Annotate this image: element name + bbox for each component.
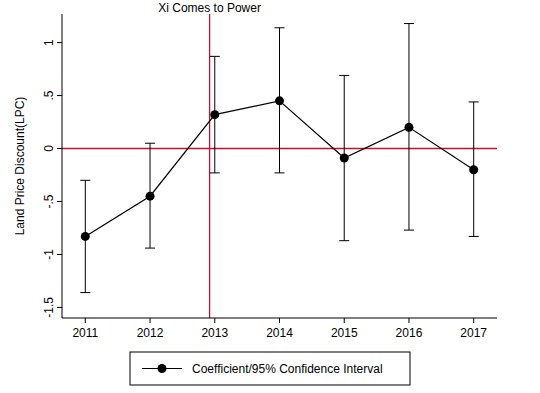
y-tick-label: -1.5 [42, 297, 56, 318]
error-bar [210, 56, 220, 173]
x-tick-label: 2011 [72, 326, 98, 340]
error-bar-cap [275, 172, 285, 173]
error-bar [80, 180, 90, 292]
plot-data [80, 24, 478, 293]
y-tick [57, 42, 62, 43]
x-tick-label: 2014 [266, 326, 293, 340]
x-tick-label: 2015 [331, 326, 358, 340]
point [210, 110, 219, 119]
y-tick [57, 201, 62, 202]
point [81, 232, 90, 241]
error-bar-cap [210, 56, 220, 57]
error-bar-cap [339, 240, 349, 241]
error-bar-cap [469, 236, 479, 237]
error-bar-cap [339, 75, 349, 76]
y-tick-label: .5 [42, 90, 56, 100]
x-tick-label: 2017 [460, 326, 487, 340]
error-bar-cap [80, 180, 90, 181]
x-tick [408, 318, 409, 323]
legend: Coefficient/95% Confidence Interval [130, 352, 410, 385]
legend-label: Coefficient/95% Confidence Interval [192, 362, 383, 376]
x-tick [85, 318, 86, 323]
error-bar-cap [210, 172, 220, 173]
point [404, 123, 413, 132]
y-tick-label: -.5 [42, 194, 56, 208]
error-bar-cap [275, 27, 285, 28]
legend-box [130, 352, 410, 385]
series-line [85, 101, 473, 237]
y-tick [57, 254, 62, 255]
chart: Xi Comes to Power -1.5 -1 -.5 0 .5 1 2011 2012 20… [0, 0, 540, 393]
x-tick [344, 318, 345, 323]
y-axis [62, 14, 63, 318]
x-tick-label: 2012 [137, 326, 164, 340]
error-bar [145, 143, 155, 248]
reference-lines [62, 14, 497, 318]
error-bar [469, 102, 479, 237]
y-tick-label: -1 [42, 249, 56, 260]
error-bar-cap [404, 230, 414, 231]
y-tick [57, 307, 62, 308]
error-bar [339, 75, 349, 240]
y-tick [57, 95, 62, 96]
error-bar-cap [145, 143, 155, 144]
point [275, 96, 284, 105]
y-axis-title: Land Price Discount(LPC) [13, 97, 27, 236]
x-tick [473, 318, 474, 323]
point [146, 192, 155, 201]
error-bar-cap [145, 248, 155, 249]
x-tick [214, 318, 215, 323]
reference-line [209, 14, 210, 318]
y-tick [57, 148, 62, 149]
error-bar-cap [80, 292, 90, 293]
error-bar [404, 24, 414, 231]
annotation: Xi Comes to Power [158, 1, 261, 15]
error-bar [275, 28, 285, 173]
x-tick [279, 318, 280, 323]
error-bar-cap [404, 23, 414, 24]
x-tick [150, 318, 151, 323]
y-tick-label: 1 [42, 39, 56, 46]
legend-marker [158, 364, 167, 373]
error-bar-cap [469, 101, 479, 102]
point [340, 154, 349, 163]
x-tick-label: 2016 [396, 326, 423, 340]
x-tick-label: 2013 [201, 326, 228, 340]
y-tick-label: 0 [42, 145, 56, 152]
point [469, 165, 478, 174]
